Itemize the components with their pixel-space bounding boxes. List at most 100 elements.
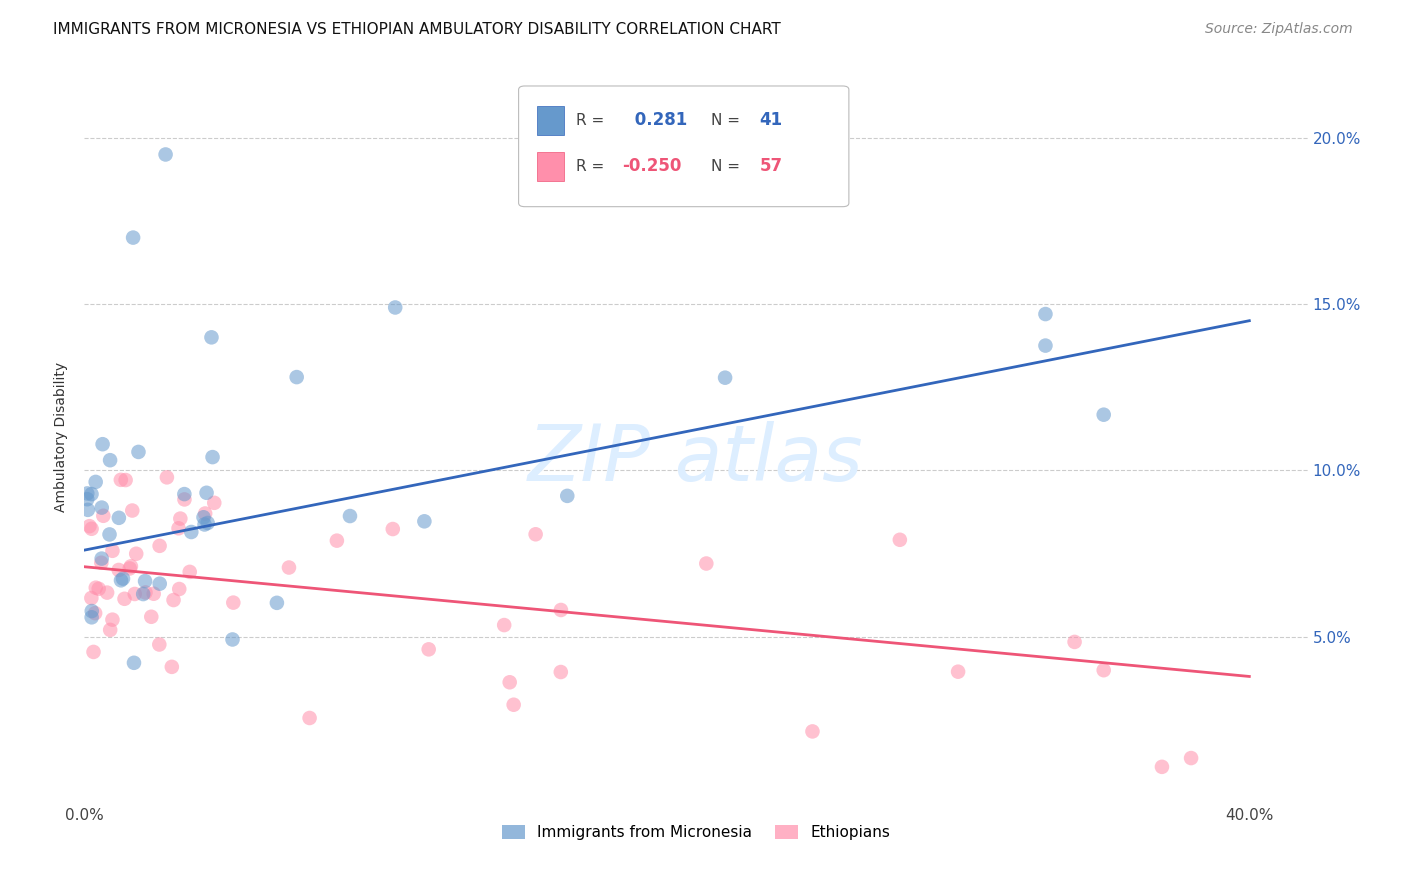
Point [149,576,172,591]
Point [494,618,516,632]
Point [200,330,222,344]
Text: N =: N = [710,159,740,174]
Point [127,445,149,459]
Point [167,582,190,596]
Point [222,596,245,610]
Point [162,593,184,607]
Point [180,524,202,539]
FancyBboxPatch shape [537,106,564,135]
Point [298,711,321,725]
Point [121,503,143,517]
Text: Source: ZipAtlas.com: Source: ZipAtlas.com [1205,22,1353,37]
Point [714,370,737,384]
Point [1092,663,1115,677]
Point [179,565,201,579]
Point [173,492,195,507]
Point [155,147,177,161]
Point [1035,307,1057,321]
Point [90,556,112,570]
Point [83,645,105,659]
Point [1092,408,1115,422]
Point [87,582,110,596]
Point [98,623,121,637]
Y-axis label: Ambulatory Disability: Ambulatory Disability [55,362,69,512]
Point [195,485,218,500]
Point [84,606,107,620]
Point [141,609,163,624]
Text: N =: N = [710,113,740,128]
Text: 57: 57 [759,158,783,176]
Text: R =: R = [576,113,605,128]
Point [326,533,349,548]
Text: 41: 41 [759,112,783,129]
Point [125,547,148,561]
Point [132,587,155,601]
Point [555,489,578,503]
Point [111,572,134,586]
Point [278,560,301,574]
Point [76,492,98,507]
Point [339,509,361,524]
Point [80,591,103,605]
Point [221,632,243,647]
Point [122,230,145,244]
Point [889,533,911,547]
Point [110,473,132,487]
Point [1063,635,1085,649]
Point [120,559,142,574]
Point [695,557,717,571]
Point [134,574,156,588]
Text: ZIP atlas: ZIP atlas [529,421,863,497]
Point [266,596,288,610]
Point [194,507,217,521]
Text: R =: R = [576,159,605,174]
Point [285,370,308,384]
Point [201,450,224,464]
Point [90,500,112,515]
Point [80,610,103,624]
Point [381,522,404,536]
Point [193,517,215,532]
Point [98,527,121,541]
Point [84,581,107,595]
Point [148,638,170,652]
Point [160,660,183,674]
Point [90,551,112,566]
Point [91,508,114,523]
Point [1150,760,1173,774]
Text: IMMIGRANTS FROM MICRONESIA VS ETHIOPIAN AMBULATORY DISABILITY CORRELATION CHART: IMMIGRANTS FROM MICRONESIA VS ETHIOPIAN … [53,22,782,37]
FancyBboxPatch shape [537,152,564,181]
Point [108,511,131,525]
Point [499,675,522,690]
Point [98,453,121,467]
Point [149,539,172,553]
Point [80,487,103,501]
Point [79,519,101,533]
Point [169,511,191,525]
Point [114,591,136,606]
Point [101,543,124,558]
Point [173,487,195,501]
Point [84,475,107,489]
Point [413,514,436,528]
Point [1180,751,1202,765]
Point [502,698,524,712]
Point [110,574,132,588]
Point [135,585,157,599]
Point [418,642,440,657]
Point [202,496,225,510]
Point [80,522,103,536]
Point [91,437,114,451]
Point [101,613,124,627]
Point [114,473,136,487]
Point [550,603,572,617]
Point [76,486,98,500]
Point [122,656,145,670]
Point [76,503,98,517]
Point [156,470,179,484]
Point [550,665,572,679]
Point [1035,338,1057,352]
Point [193,510,215,524]
Point [118,561,141,575]
Point [167,521,190,535]
